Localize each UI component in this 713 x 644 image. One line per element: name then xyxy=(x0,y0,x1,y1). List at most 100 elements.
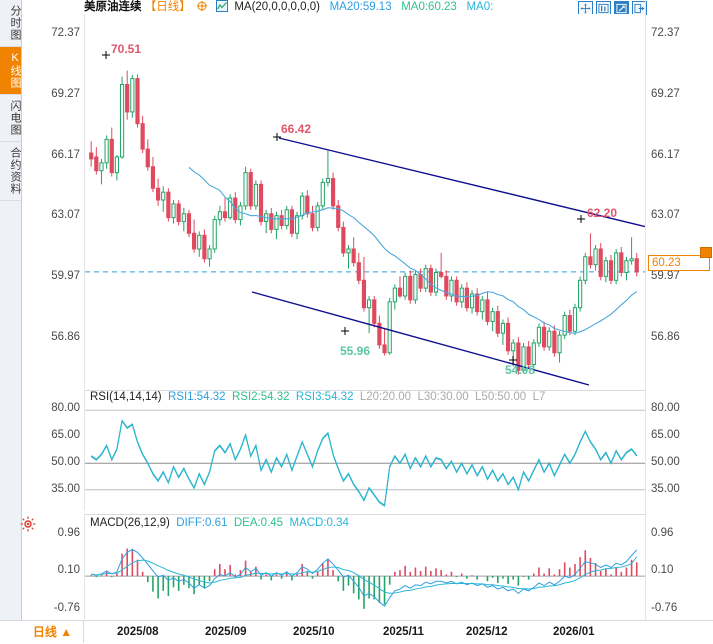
macd-tick-left-0: 0.96 xyxy=(57,526,80,539)
candle-body xyxy=(258,183,264,223)
rsi-l20-value: L20:20.00 xyxy=(359,391,412,403)
price-tick-right-2: 66.17 xyxy=(651,148,680,161)
candle-body xyxy=(274,215,279,230)
candle-body xyxy=(598,248,603,277)
candle-body xyxy=(403,275,408,297)
candle-body xyxy=(341,226,346,254)
period-selector-button[interactable]: 日线 ▲ xyxy=(22,621,84,643)
rsi-indicator-pane[interactable] xyxy=(84,390,645,510)
candle-body xyxy=(521,346,526,371)
candle-body xyxy=(217,211,222,221)
candle-body xyxy=(408,275,413,301)
candle-body xyxy=(382,344,387,354)
candle-body xyxy=(624,260,629,273)
crosshair-move-icon[interactable] xyxy=(578,1,593,15)
candle-body xyxy=(212,219,217,250)
sidebar-item-timeshare[interactable]: 分时图 xyxy=(0,0,21,47)
candle-body xyxy=(325,177,331,183)
rsi-l7-value: L7 xyxy=(532,391,546,403)
candle-body xyxy=(418,273,423,289)
current-price-tag[interactable]: 60.23 xyxy=(648,255,710,271)
candle-body xyxy=(330,177,336,207)
candle-body xyxy=(372,299,377,324)
candle-body xyxy=(104,138,109,164)
price-tick-left-2: 66.17 xyxy=(51,148,80,161)
rsi-tick-right-2: 50.00 xyxy=(651,455,680,468)
candle-body xyxy=(562,315,567,336)
price-tick-right-1: 69.27 xyxy=(651,87,680,100)
price-tick-left-1: 69.27 xyxy=(51,87,80,100)
annotation-high-70-51: 70.51 xyxy=(111,42,142,56)
rsi-tick-left-3: 35.00 xyxy=(51,482,80,495)
macd-diff-line xyxy=(91,548,638,608)
candle-body xyxy=(351,248,356,264)
trendline-lower-support[interactable] xyxy=(251,291,590,386)
candle-body xyxy=(593,248,598,266)
candle-body xyxy=(222,211,228,219)
candle-body xyxy=(629,258,634,262)
chart-scale-icon[interactable] xyxy=(596,1,611,15)
rsi-tick-right-3: 35.00 xyxy=(651,482,680,495)
chart-header: 美原油连续 【日线】 MA(20,0,0,0,0,0) MA20:59.13 M… xyxy=(84,0,713,15)
date-tick-3: 2025/11 xyxy=(383,626,424,638)
annotation-high-66-42: 66.42 xyxy=(281,122,312,136)
candle-body xyxy=(608,260,614,281)
candle-body xyxy=(109,138,114,174)
macd-indicator-name[interactable]: MACD(26,12,9) xyxy=(90,517,170,529)
crosshair-target-icon[interactable] xyxy=(196,0,209,12)
rsi-tick-right-1: 65.00 xyxy=(651,429,680,442)
candle-body xyxy=(228,197,233,219)
candle-body xyxy=(531,342,536,366)
candle-body xyxy=(94,156,99,172)
rsi-l30-value: L30:30.00 xyxy=(417,391,469,403)
price-tick-right-5: 56.86 xyxy=(651,330,680,343)
indicator-chart-icon[interactable] xyxy=(216,0,229,12)
candle-body xyxy=(119,83,125,158)
date-tick-0: 2025/08 xyxy=(117,626,159,638)
ma0-empty-value: MA0: xyxy=(466,1,494,13)
candle-body xyxy=(392,287,397,303)
candle-body xyxy=(578,279,583,309)
candle-body xyxy=(114,156,120,174)
trendline-upper-resistance[interactable] xyxy=(278,137,645,228)
ma-indicator-label[interactable]: MA(20,0,0,0,0,0) xyxy=(234,1,320,13)
symbol-name[interactable]: 美原油连续 xyxy=(84,1,142,13)
rsi-tick-right-0: 80.00 xyxy=(651,402,680,415)
chart-expand-icon[interactable] xyxy=(614,1,629,15)
candle-body xyxy=(166,191,171,219)
price-candlestick-pane[interactable] xyxy=(84,14,645,388)
rsi-indicator-name[interactable]: RSI(14,14,14) xyxy=(90,391,162,403)
candle-body xyxy=(516,342,521,371)
candle-body xyxy=(294,215,300,234)
candle-body xyxy=(557,334,562,354)
brightness-sun-icon[interactable] xyxy=(20,516,36,532)
candle-body xyxy=(155,187,161,201)
candle-body xyxy=(279,215,284,226)
macd-indicator-pane[interactable] xyxy=(84,514,645,620)
candle-body xyxy=(367,299,372,309)
candle-body xyxy=(397,287,403,297)
macd-tick-right-1: 0.10 xyxy=(651,564,674,577)
price-tick-left-0: 72.37 xyxy=(51,27,80,40)
annotation-low-55-96: 55.96 xyxy=(340,344,371,358)
sidebar-item-lightning[interactable]: 闪电图 xyxy=(0,95,21,142)
rsi-tick-left-2: 50.00 xyxy=(51,455,80,468)
candle-body xyxy=(310,213,315,228)
chart-exit-icon[interactable] xyxy=(632,1,647,15)
candle-body xyxy=(361,279,367,309)
rsi3-value: RSI3:54.32 xyxy=(295,391,354,403)
candle-body xyxy=(269,213,274,230)
macd-tick-right-0: 0.96 xyxy=(651,526,674,539)
candle-body xyxy=(305,195,310,215)
right-price-axis: 72.37 69.27 66.17 63.07 59.97 56.86 80.00 65.00… xyxy=(645,0,713,620)
candle-body xyxy=(186,213,192,234)
price-tick-right-4: 59.97 xyxy=(651,269,680,282)
period-label[interactable]: 【日线】 xyxy=(144,1,191,13)
sidebar-item-contract[interactable]: 合约资料 xyxy=(0,142,21,201)
candle-body xyxy=(567,315,572,332)
rsi-tick-left-1: 65.00 xyxy=(51,429,80,442)
sidebar-item-kline[interactable]: K线图 xyxy=(0,47,21,95)
rsi-l50-value: L50:50.00 xyxy=(475,391,527,403)
candle-body xyxy=(475,293,480,313)
price-alert-icon[interactable] xyxy=(700,247,712,258)
